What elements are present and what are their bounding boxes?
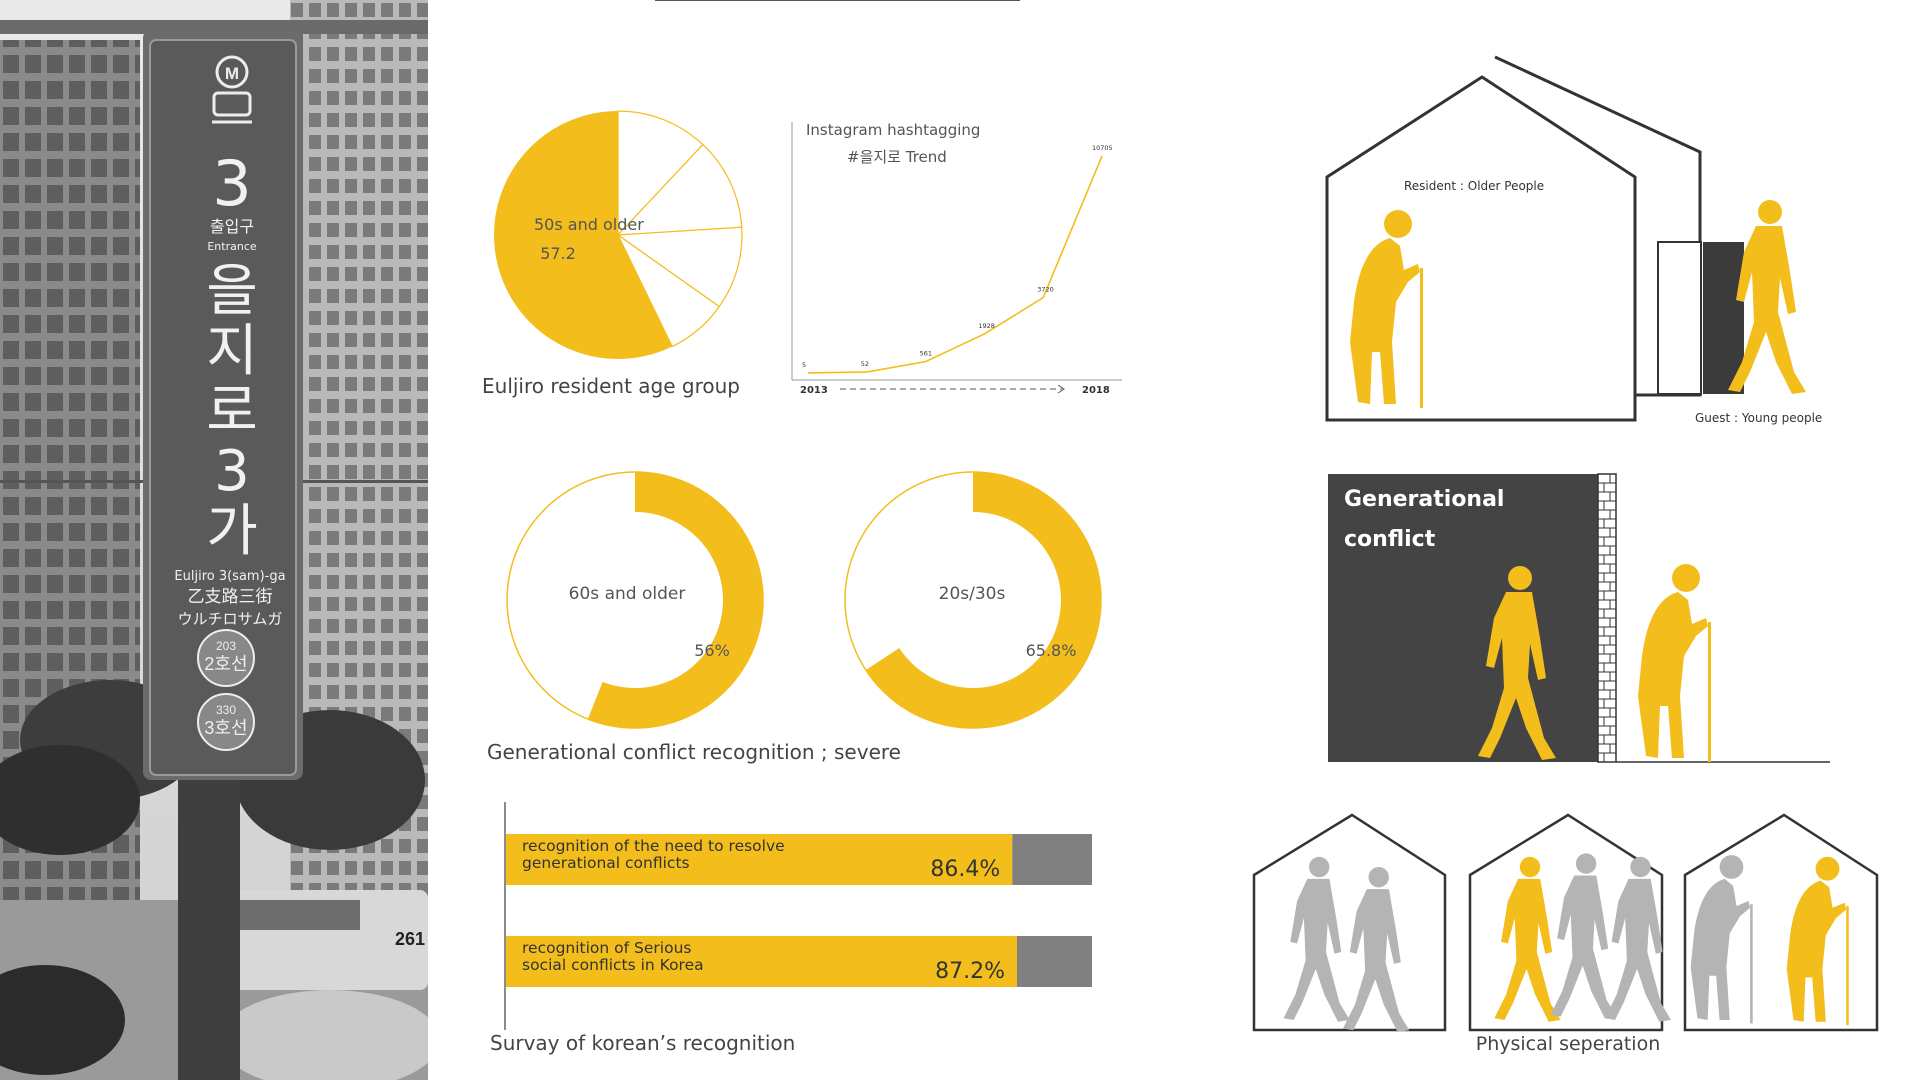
bar-value-label-2: 87.2% — [935, 959, 1005, 984]
trend-point-label-2015: 561 — [920, 350, 932, 358]
exit-label-ko: 출입구 — [210, 217, 254, 236]
donut-20s30s-chart — [844, 471, 1102, 729]
trend-series-line — [807, 155, 1103, 374]
trend-point-label-2014: 52 — [861, 360, 869, 368]
station-name-en: Euljiro 3(sam)-ga — [174, 569, 285, 584]
bar-category-label-2-line-1: recognition of Serious — [522, 939, 691, 957]
bar-group-caption: Survay of korean’s recognition — [490, 1031, 795, 1055]
pie-highlight-label: 50s and older — [534, 215, 644, 234]
trend-point-label-2017: 3720 — [1037, 286, 1054, 294]
svg-text:330: 330 — [216, 703, 236, 717]
metro-train-icon: M — [212, 55, 252, 124]
bar-value-1 — [506, 834, 1013, 885]
svg-text:2호선: 2호선 — [204, 654, 247, 674]
separation-caption: Physical seperation — [1476, 1033, 1661, 1055]
donut-60s-value-arc — [587, 472, 764, 728]
station-char-1: 을 — [206, 259, 258, 324]
brick-wall — [1597, 473, 1617, 763]
pie-slice-50s-and-older — [493, 111, 673, 359]
bar-category-label-1-line-2: generational conflicts — [522, 854, 690, 872]
x-end-label: 2018 — [1082, 385, 1110, 396]
x-start-label: 2013 — [800, 385, 828, 396]
separation-house-1 — [1252, 813, 1447, 1032]
resident-age-pie-chart — [493, 110, 743, 359]
donut-20s30s-value-arc — [865, 472, 1101, 729]
euljiro-station-photo: 261 M 3 출입구 Entrance 을 지 로 3 가 Euljiro 3… — [0, 0, 428, 1080]
donut-1-center-label: 60s and older — [569, 584, 686, 604]
pie-slice-other-4 — [617, 234, 721, 348]
svg-text:M: M — [225, 64, 239, 83]
bar-category-label-2-line-2: social conflicts in Korea — [522, 956, 704, 974]
bar-remainder-1 — [1012, 834, 1092, 885]
bar-value-label-1: 86.4% — [930, 857, 1000, 882]
pie-highlight-value: 57.2 — [540, 244, 576, 263]
resident-guest-house-diagram — [1325, 55, 1744, 422]
conflict-title-line-1: Generational — [1344, 487, 1504, 512]
station-char-4: 3 — [214, 439, 250, 504]
line-chart-title: Instagram hashtagging — [806, 121, 980, 139]
pie-slice-other-2 — [616, 143, 743, 236]
line-chart-subtitle: #을지로 Trend — [847, 148, 947, 166]
line-number: 3 — [212, 147, 251, 220]
transfer-badge-line-3: 330 3호선 — [197, 693, 255, 751]
donut-2-center-label: 20s/30s — [939, 584, 1006, 604]
station-name-cn: 乙支路三街 — [188, 587, 273, 607]
pie-chart-title: Euljiro resident age group — [482, 374, 740, 398]
guest-label: Guest : Young people — [1695, 411, 1822, 425]
svg-text:3호선: 3호선 — [204, 718, 247, 738]
donut-60s-chart — [506, 471, 764, 729]
transfer-badge-line-2: 203 2호선 — [197, 629, 255, 687]
bar-value-2 — [506, 936, 1017, 987]
bar-category-label-1-line-1: recognition of the need to resolve — [522, 837, 785, 855]
timeline-arrowhead — [1057, 384, 1065, 394]
recognition-bar-chart: recognition of the need to resolvegenera… — [506, 834, 1092, 987]
bar-remainder-2 — [1016, 936, 1092, 987]
conflict-title-line-2: conflict — [1344, 527, 1436, 552]
pie-slice-other-1 — [617, 110, 704, 237]
trend-point-label-2018: 10705 — [1092, 144, 1113, 152]
svg-text:203: 203 — [216, 639, 236, 653]
station-char-2: 지 — [206, 319, 258, 384]
donut-group-caption: Generational conflict recognition ; seve… — [487, 740, 901, 764]
resident-label: Resident : Older People — [1404, 179, 1544, 193]
station-char-3: 로 — [206, 379, 258, 444]
trend-point-label-2016: 1928 — [978, 322, 995, 330]
station-char-5: 가 — [206, 499, 258, 564]
station-name-jp: ウルチロサムガ — [178, 610, 283, 628]
trend-point-label-2013: 5 — [802, 361, 806, 369]
pie-slice-other-3 — [616, 226, 743, 308]
bus-number: 261 — [395, 929, 425, 949]
conflict-panel — [1328, 474, 1598, 762]
hashtag-trend-line-chart: 5 52 561 1928 3720 10705 — [791, 122, 1122, 381]
elderly-outside-figure — [1638, 564, 1711, 762]
exit-label-en: Entrance — [207, 240, 257, 253]
donut-2-value-label: 65.8% — [1026, 641, 1077, 660]
donut-1-value-label: 56% — [694, 641, 730, 660]
